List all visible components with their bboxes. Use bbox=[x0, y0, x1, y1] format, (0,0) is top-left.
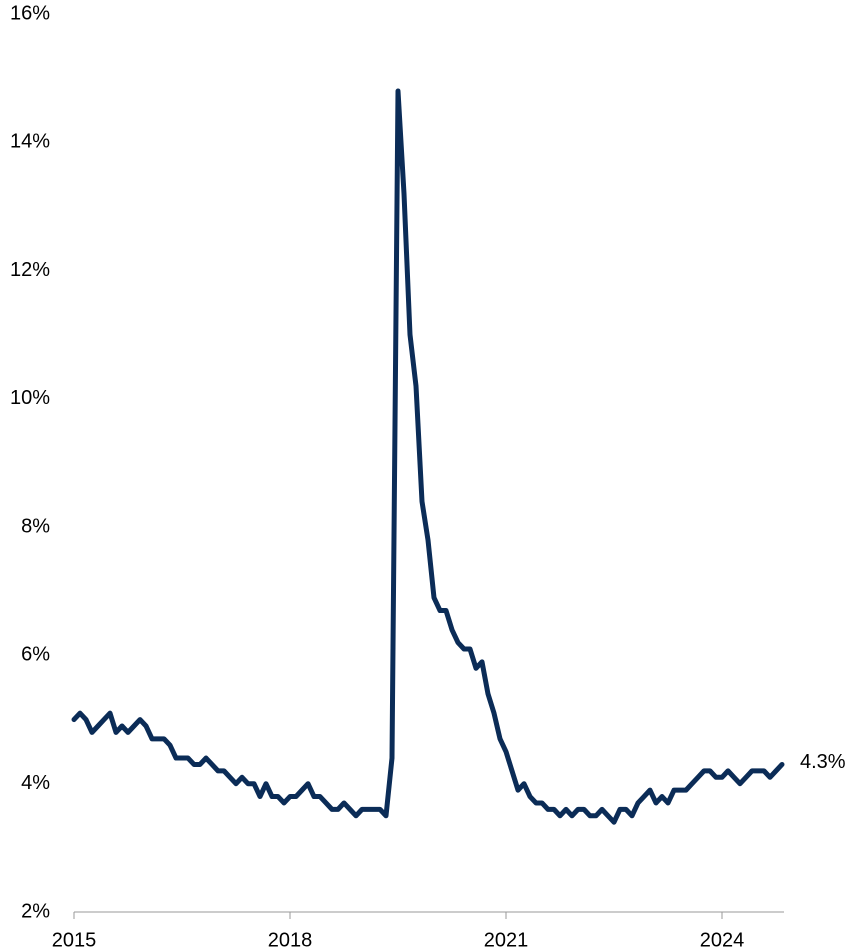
y-tick-label: 2% bbox=[21, 900, 50, 922]
y-tick-label: 10% bbox=[10, 387, 50, 409]
end-label: 4.3% bbox=[800, 751, 846, 773]
y-tick-label: 6% bbox=[21, 644, 50, 666]
x-tick-label: 2015 bbox=[52, 929, 97, 951]
x-tick-label: 2018 bbox=[268, 929, 313, 951]
y-tick-label: 16% bbox=[10, 2, 50, 24]
x-tick-label: 2021 bbox=[484, 929, 529, 951]
y-tick-label: 14% bbox=[10, 131, 50, 153]
y-tick-label: 8% bbox=[21, 515, 50, 537]
y-tick-label: 12% bbox=[10, 259, 50, 281]
y-tick-label: 4% bbox=[21, 772, 50, 794]
x-tick-label: 2024 bbox=[700, 929, 745, 951]
line bbox=[71, 88, 785, 825]
